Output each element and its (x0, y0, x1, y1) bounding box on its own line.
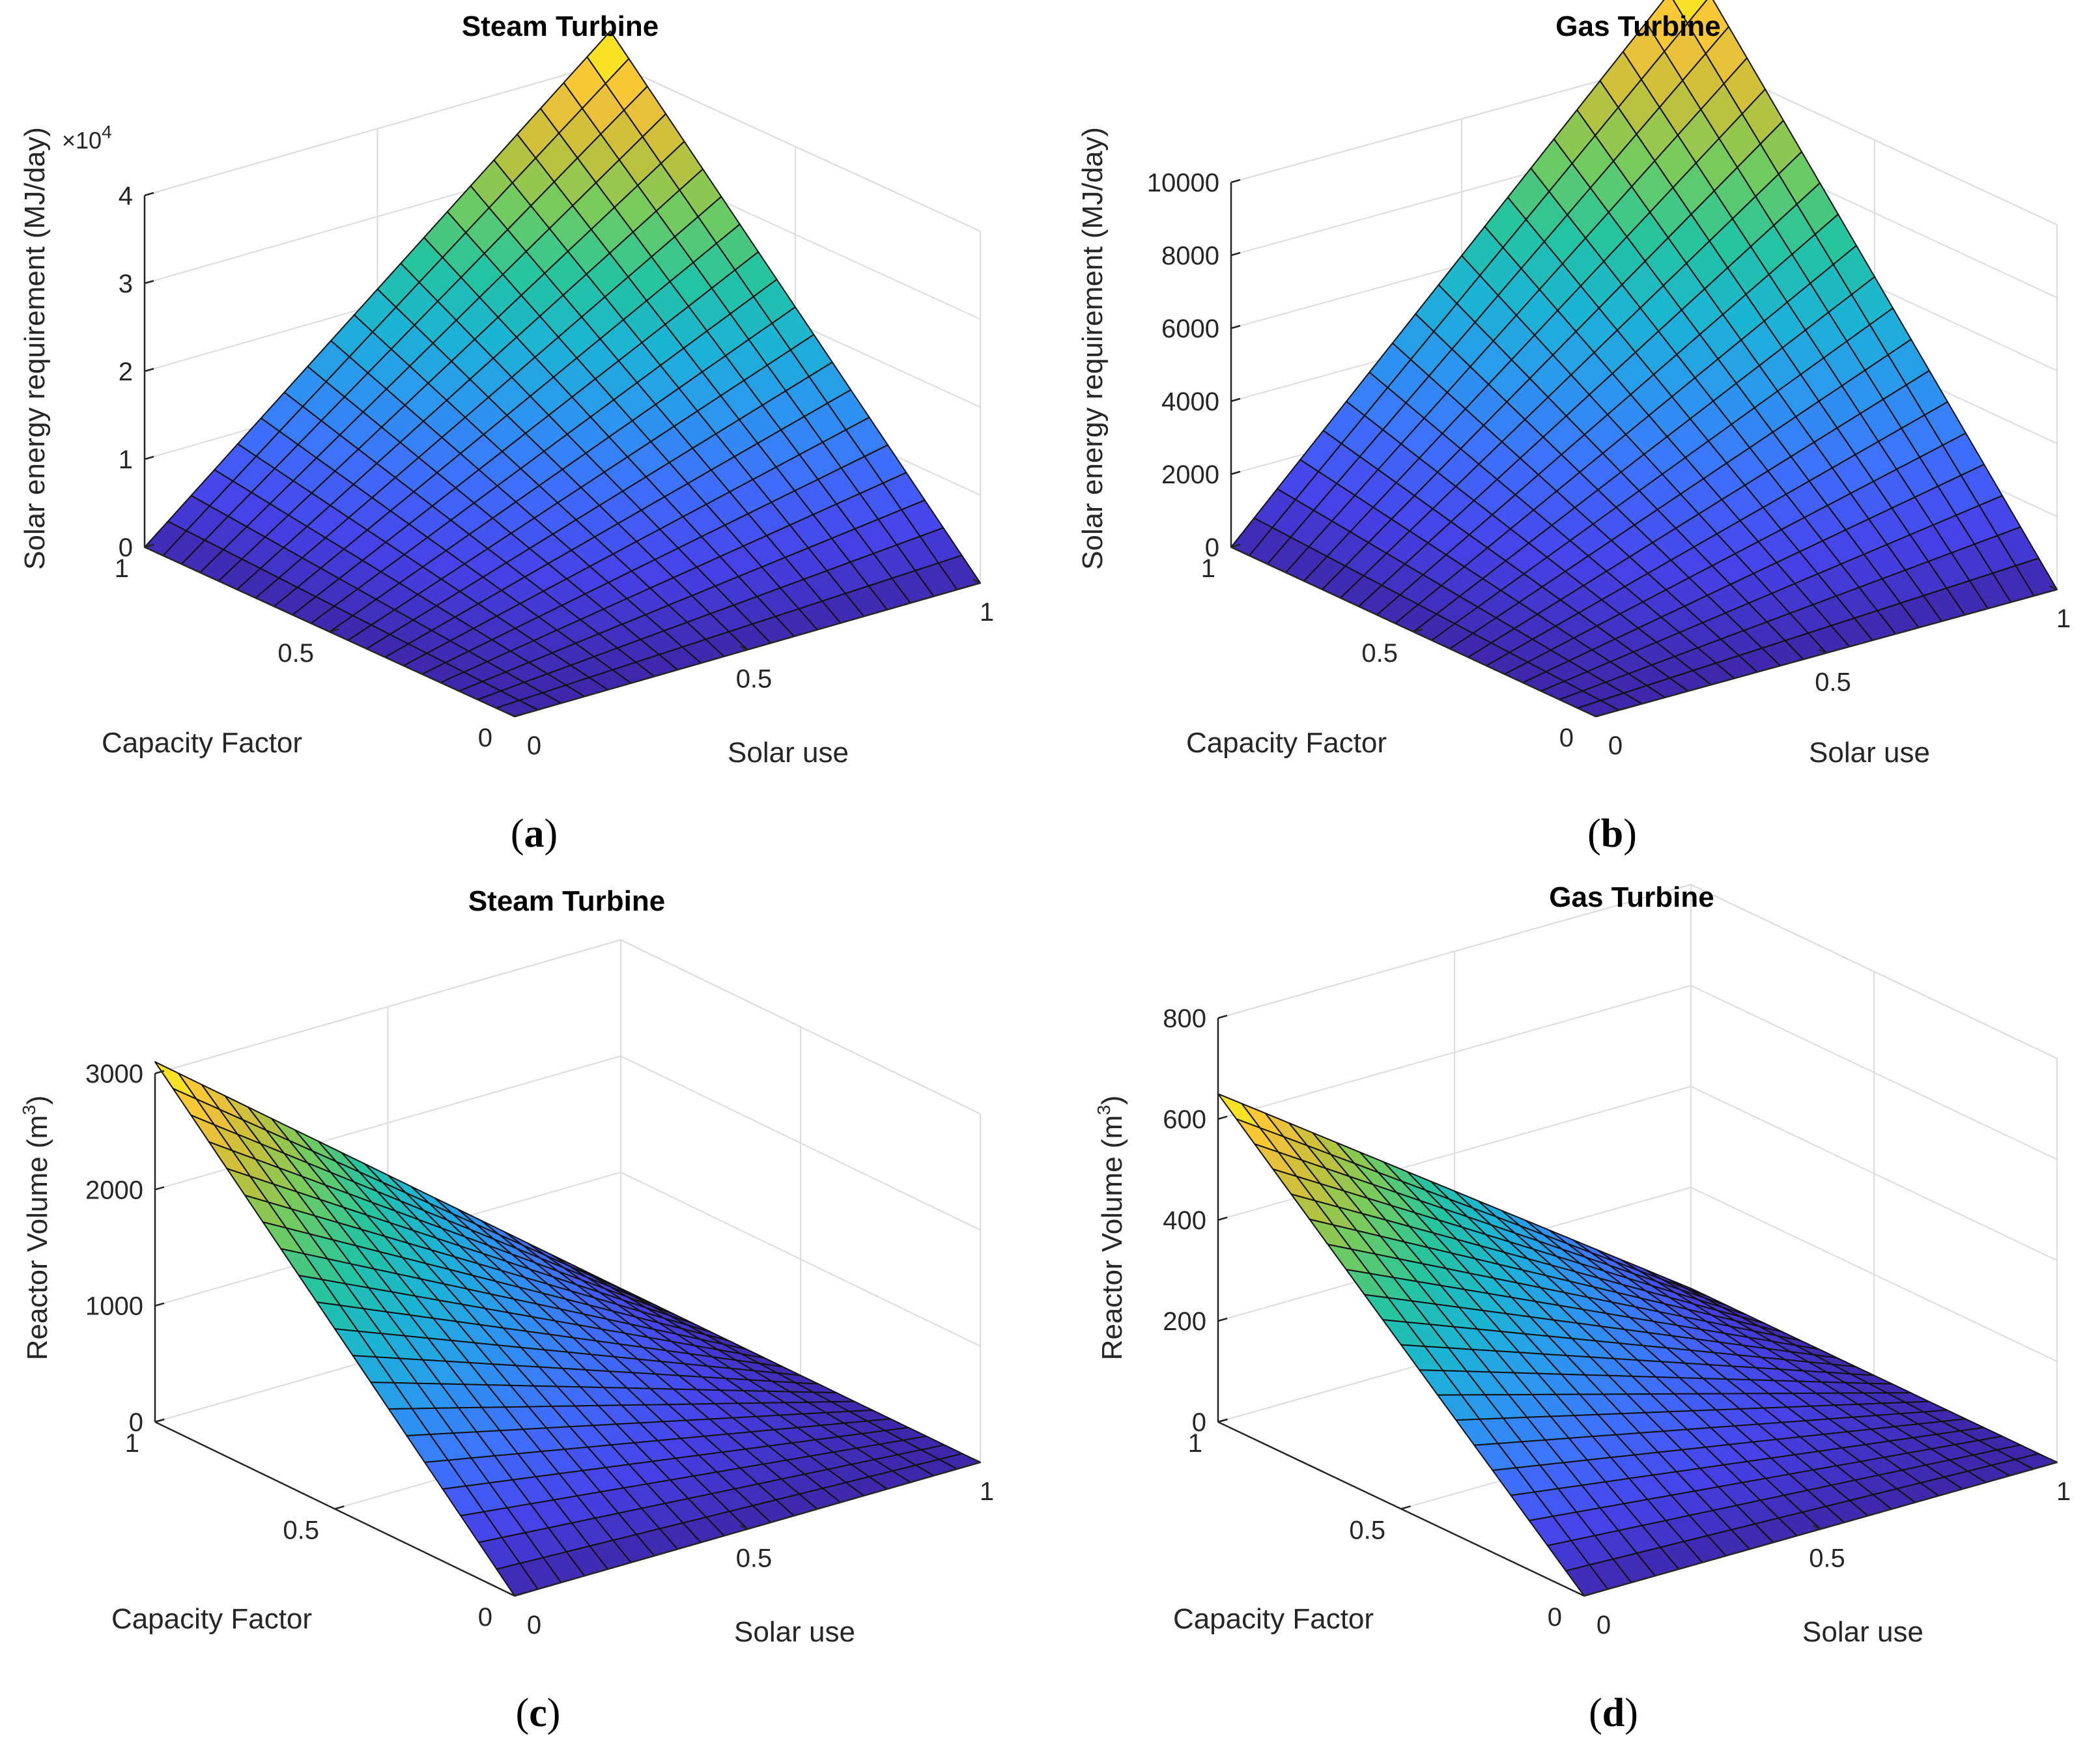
z-tick-label: 3 (119, 270, 133, 298)
z-tick-label: 10000 (1147, 169, 1219, 197)
z-axis-label: Reactor Volume (m3) (1094, 1096, 1128, 1361)
y-tick-label: 1 (125, 1429, 139, 1458)
z-tick-label: 400 (1163, 1206, 1206, 1235)
panel-caption: (d) (1589, 1691, 1638, 1735)
chart-title: Steam Turbine (462, 10, 659, 42)
x-tick-label: 0.5 (1815, 668, 1851, 697)
chart-title: Gas Turbine (1555, 10, 1720, 42)
x-tick-label: 1 (980, 1477, 994, 1506)
z-axis-label: Solar energy requirement (MJ/day) (1077, 127, 1109, 570)
y-tick-label: 1 (115, 554, 129, 583)
x-tick-label: 0.5 (736, 1544, 773, 1573)
axes-c (154, 1070, 981, 1597)
x-tick-label: 0 (1596, 1611, 1611, 1639)
surface-a (144, 30, 981, 717)
surface-d (1217, 1093, 2058, 1597)
z-tick-label: 4 (119, 182, 133, 210)
y-axis-label: Capacity Factor (111, 1603, 312, 1635)
z-tick-label: 1000 (85, 1292, 143, 1321)
z-tick-label: 2000 (1161, 461, 1219, 489)
y-tick-label: 0 (478, 1603, 492, 1632)
y-tick-label: 0 (1548, 1603, 1562, 1632)
z-tick-label: 3000 (85, 1060, 143, 1088)
panel-caption: (b) (1587, 812, 1637, 856)
surface-c (154, 1061, 981, 1597)
x-axis-label: Solar use (1809, 737, 1930, 769)
chart-title: Gas Turbine (1549, 881, 1714, 913)
axes-a (143, 192, 981, 718)
y-tick-label: 0.5 (277, 639, 314, 668)
y-axis-label: Capacity Factor (102, 727, 302, 759)
x-axis-label: Solar use (734, 1616, 855, 1648)
x-tick-label: 0.5 (736, 665, 773, 694)
x-tick-label: 0 (1608, 731, 1623, 760)
z-tick-label: 0 (1192, 1408, 1206, 1437)
y-tick-label: 0.5 (1361, 639, 1398, 668)
z-tick-label: 600 (1163, 1105, 1206, 1134)
x-tick-label: 1 (980, 598, 994, 627)
z-tick-label: 1 (119, 446, 133, 474)
x-tick-label: 0 (527, 731, 541, 760)
z-tick-label: 2000 (85, 1176, 143, 1204)
y-tick-label: 1 (1188, 1429, 1202, 1458)
chart-title: Steam Turbine (468, 885, 665, 917)
z-axis-label: Solar energy requirement (MJ/day) (19, 127, 51, 570)
x-axis-label: Solar use (728, 737, 849, 769)
z-tick-label: 6000 (1161, 315, 1219, 343)
y-axis-label: Capacity Factor (1186, 727, 1387, 759)
panel-caption: (a) (511, 812, 558, 856)
x-tick-label: 0.5 (1809, 1544, 1845, 1573)
z-tick-label: 0 (129, 1408, 143, 1437)
y-tick-label: 1 (1201, 554, 1215, 583)
z-axis-label-close: ) (1096, 1096, 1128, 1105)
z-exponent-label: ×104 (62, 122, 112, 154)
z-tick-label: 0 (1205, 533, 1219, 562)
x-tick-label: 1 (2056, 1477, 2071, 1506)
z-tick-label: 4000 (1161, 388, 1219, 416)
z-axis-label-close: ) (21, 1096, 53, 1105)
y-tick-label: 0 (478, 724, 492, 752)
x-axis-label: Solar use (1802, 1616, 1923, 1648)
panel-caption: (c) (516, 1691, 561, 1735)
y-tick-label: 0.5 (1349, 1516, 1385, 1545)
surface-b (1230, 0, 2058, 717)
y-axis-label: Capacity Factor (1173, 1603, 1374, 1635)
z-axis-label-superscript: 3 (19, 1105, 39, 1115)
z-tick-label: 800 (1163, 1004, 1206, 1033)
axes-b (1230, 178, 2058, 718)
z-tick-label: 0 (119, 533, 133, 562)
axes-d (1217, 1014, 2058, 1597)
y-tick-label: 0 (1559, 724, 1574, 752)
x-tick-label: 1 (2056, 604, 2071, 633)
z-tick-label: 2 (119, 358, 133, 386)
x-tick-label: 0 (527, 1611, 541, 1639)
z-tick-label: 200 (1163, 1307, 1206, 1336)
y-tick-label: 0.5 (283, 1516, 319, 1545)
z-axis-label-superscript: 3 (1094, 1105, 1114, 1115)
z-tick-label: 8000 (1161, 242, 1219, 270)
z-axis-label: Reactor Volume (m3) (19, 1096, 53, 1361)
